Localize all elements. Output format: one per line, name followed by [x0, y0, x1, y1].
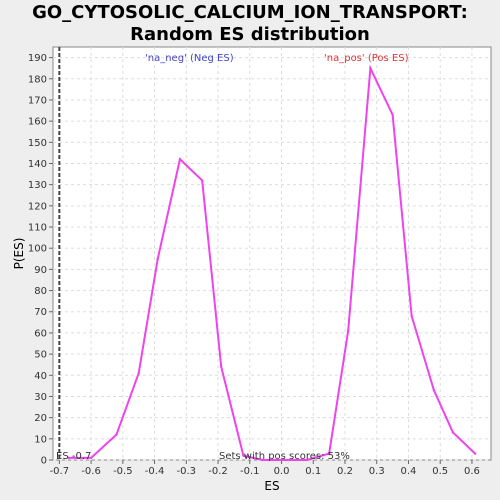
x-tick-label: -0.5	[113, 466, 133, 477]
y-tick-label: 70	[34, 307, 47, 318]
y-tick-label: 40	[34, 371, 47, 382]
x-tick-label: 0.3	[369, 466, 385, 477]
x-tick-label: -0.3	[177, 466, 197, 477]
y-tick-label: 0	[41, 456, 47, 467]
y-tick-label: 30	[34, 392, 47, 403]
y-tick-label: 60	[34, 328, 47, 339]
y-axis-ticks: 0 10 20 30 40 50 60 70 80 90 100 110 120 130 140 150 160…	[28, 53, 53, 467]
data-point	[115, 433, 118, 436]
data-point	[451, 431, 455, 434]
x-axis-label: ES	[264, 479, 279, 493]
data-point	[178, 158, 182, 161]
data-point	[137, 371, 140, 375]
y-tick-label: 140	[28, 159, 47, 170]
y-tick-label: 90	[34, 265, 47, 276]
y-tick-label: 130	[28, 180, 47, 191]
data-point	[391, 113, 394, 116]
y-tick-label: 170	[28, 95, 47, 106]
x-tick-label: -0.2	[208, 466, 228, 477]
x-tick-label: 0.1	[305, 466, 321, 477]
series-line	[68, 64, 476, 461]
x-tick-label: 0.6	[464, 466, 480, 477]
x-tick-label: 0.0	[274, 466, 290, 477]
y-tick-label: 150	[28, 138, 47, 149]
es-marker-label: ES -0.7	[56, 451, 91, 462]
x-axis-ticks: -0.7 -0.6 -0.5 -0.4 -0.3 -0.2 -0.1 0.0 0.1 0.2 0.3…	[50, 460, 480, 477]
y-tick-label: 50	[34, 350, 47, 361]
y-tick-label: 190	[28, 53, 47, 64]
data-point	[261, 458, 264, 462]
data-point	[220, 365, 223, 369]
data-point	[156, 257, 159, 260]
y-tick-label: 120	[28, 201, 47, 212]
x-tick-label: -0.1	[240, 466, 260, 477]
y-axis-label: P(ES)	[12, 238, 26, 270]
data-point	[432, 388, 436, 392]
y-tick-label: 10	[34, 434, 47, 445]
y-tick-label: 80	[34, 286, 47, 297]
data-point	[305, 458, 309, 462]
data-point	[410, 314, 413, 318]
data-point	[346, 329, 350, 333]
x-tick-label: -0.7	[50, 466, 70, 477]
x-tick-label: 0.5	[432, 466, 448, 477]
chart-title: GO_CYTOSOLIC_CALCIUM_ION_TRANSPORT: Rand…	[32, 2, 468, 45]
series-points	[67, 66, 477, 462]
x-tick-label: -0.4	[145, 466, 165, 477]
plot-area	[52, 46, 492, 461]
neg-es-label: 'na_neg' (Neg ES)	[145, 53, 234, 64]
data-point	[89, 456, 93, 460]
y-tick-label: 100	[28, 244, 47, 255]
x-tick-label: -0.6	[81, 466, 101, 477]
x-tick-label: 0.2	[337, 466, 353, 477]
data-point	[369, 66, 372, 70]
data-point	[67, 456, 71, 460]
data-point	[286, 458, 290, 462]
data-point	[242, 454, 245, 457]
pos-es-label: 'na_pos' (Pos ES)	[324, 53, 409, 64]
data-point	[200, 179, 204, 182]
y-tick-label: 160	[28, 117, 47, 128]
y-tick-label: 20	[34, 413, 47, 424]
sets-pos-scores-label: Sets with pos scores: 53%	[219, 451, 350, 462]
data-point	[327, 452, 331, 455]
x-tick-label: 0.4	[401, 466, 417, 477]
data-point	[473, 452, 477, 455]
y-tick-label: 180	[28, 74, 47, 85]
y-tick-label: 110	[28, 223, 47, 234]
